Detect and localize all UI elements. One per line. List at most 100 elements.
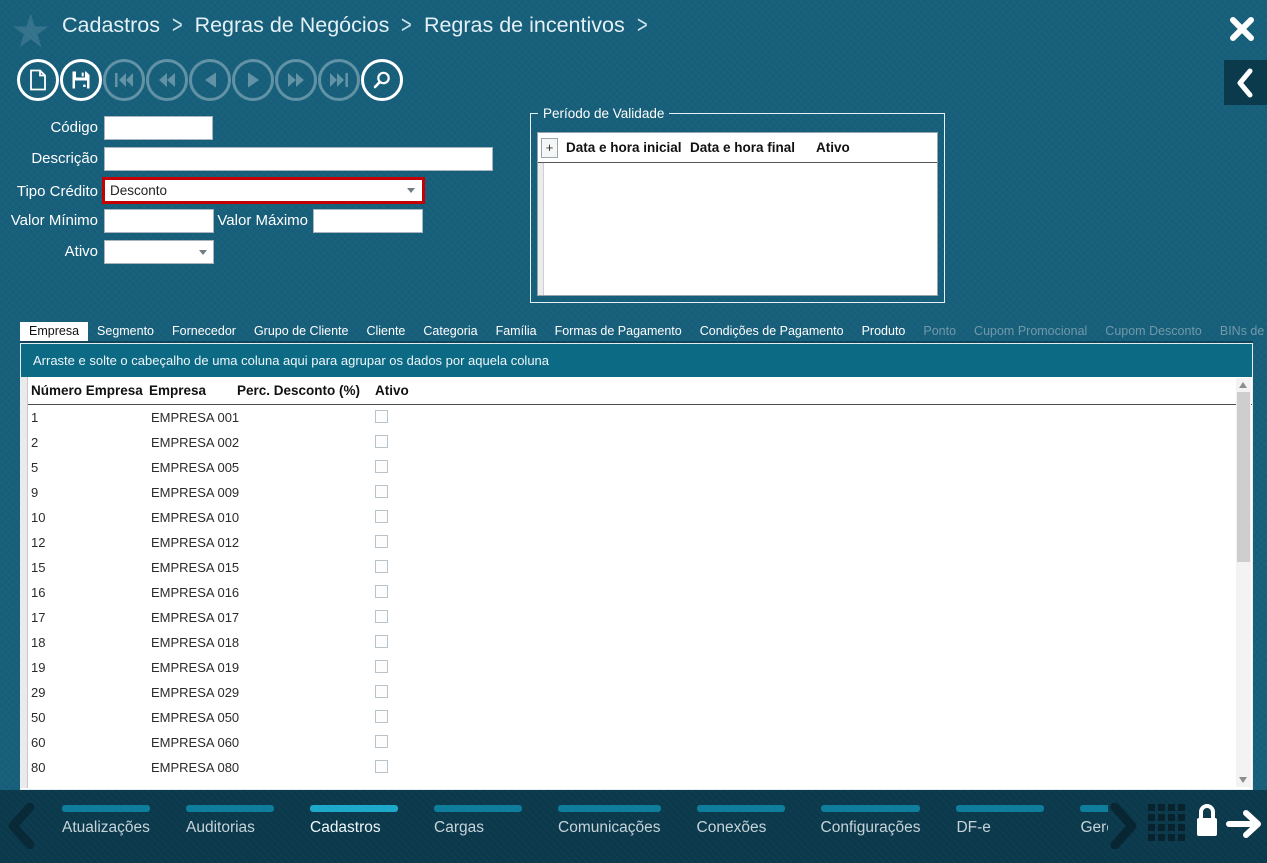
tab[interactable]: Formas de Pagamento — [546, 322, 691, 341]
chevron-right-icon[interactable] — [1108, 802, 1138, 854]
ativo-checkbox[interactable] — [375, 710, 388, 723]
nav-item[interactable]: Conexões — [696, 805, 785, 837]
tab[interactable]: Segmento — [88, 322, 163, 341]
table-row[interactable]: 15 EMPRESA 015 — [21, 555, 1235, 580]
table-row[interactable]: 50 EMPRESA 050 — [21, 705, 1235, 730]
nav-item[interactable]: Auditorias — [186, 805, 274, 837]
form-row: Descrição — [0, 147, 600, 171]
breadcrumb-item[interactable]: Regras de incentivos — [423, 13, 625, 37]
tab[interactable]: Produto — [853, 322, 915, 341]
vertical-scrollbar[interactable] — [1236, 378, 1251, 787]
ativo-checkbox[interactable] — [375, 535, 388, 548]
scroll-down-icon[interactable] — [1239, 777, 1247, 783]
column-header[interactable]: Data e hora inicial — [566, 140, 682, 155]
collapse-panel-button[interactable] — [1224, 60, 1267, 105]
column-header[interactable]: Número Empresa — [31, 383, 143, 398]
nav-item[interactable]: DF-e — [956, 805, 1045, 837]
next-record-icon[interactable] — [232, 59, 274, 101]
ativo-checkbox[interactable] — [375, 685, 388, 698]
search-icon[interactable] — [361, 59, 403, 101]
ativo-checkbox[interactable] — [375, 560, 388, 573]
scroll-up-icon[interactable] — [1239, 382, 1247, 388]
table-row[interactable]: 17 EMPRESA 017 — [21, 605, 1235, 630]
nav-item[interactable]: Cargas — [434, 805, 522, 837]
ativo-checkbox[interactable] — [375, 460, 388, 473]
breadcrumb-item[interactable]: Regras de Negócios — [194, 13, 390, 37]
empresa-cell: EMPRESA 005 — [151, 460, 240, 475]
nav-item[interactable]: Geren — [1080, 805, 1108, 837]
tab[interactable]: Cupom Desconto — [1096, 322, 1211, 341]
table-row[interactable]: 80 EMPRESA 080 — [21, 755, 1235, 780]
nav-item[interactable]: Atualizações — [62, 805, 150, 837]
tab[interactable]: Cupom Promocional — [965, 322, 1096, 341]
add-period-button[interactable]: + — [541, 138, 558, 158]
last-record-icon[interactable] — [318, 59, 360, 101]
lock-icon[interactable] — [1193, 801, 1221, 846]
table-row[interactable]: 16 EMPRESA 016 — [21, 580, 1235, 605]
fast-next-icon[interactable] — [275, 59, 317, 101]
close-icon[interactable] — [1226, 13, 1258, 45]
column-header[interactable]: Ativo — [375, 383, 409, 398]
table-row[interactable]: 9 EMPRESA 009 — [21, 480, 1235, 505]
ativo-checkbox[interactable] — [375, 585, 388, 598]
descricao-field[interactable] — [104, 147, 493, 171]
apps-grid-icon[interactable] — [1148, 804, 1186, 842]
tab-label: Categoria — [423, 324, 478, 338]
numero-empresa-cell: 29 — [31, 685, 46, 700]
ativo-combo[interactable] — [104, 240, 214, 264]
fast-previous-icon[interactable] — [146, 59, 188, 101]
column-header[interactable]: Perc. Desconto (%) — [237, 383, 361, 398]
breadcrumb-item[interactable]: Cadastros — [62, 13, 160, 37]
table-row[interactable]: 10 EMPRESA 010 — [21, 505, 1235, 530]
valor-minimo-field[interactable] — [104, 209, 214, 233]
tipo-credito-combo[interactable]: Desconto — [102, 177, 425, 204]
tab-label: Cliente — [366, 324, 406, 338]
table-row[interactable]: 29 EMPRESA 029 — [21, 680, 1235, 705]
table-row[interactable]: 18 EMPRESA 018 — [21, 630, 1235, 655]
tab[interactable]: Grupo de Cliente — [245, 322, 358, 341]
valor-minimo-label: Valor Mínimo — [10, 212, 98, 229]
nav-item[interactable]: Configurações — [820, 805, 921, 837]
tipo-credito-value: Desconto — [110, 183, 168, 198]
table-row[interactable]: 60 EMPRESA 060 — [21, 730, 1235, 755]
scrollbar-thumb[interactable] — [1237, 392, 1250, 562]
tab[interactable]: Cliente — [357, 322, 414, 341]
column-header[interactable]: Data e hora final — [690, 140, 796, 155]
tab[interactable]: Família — [487, 322, 546, 341]
tab[interactable]: Ponto — [914, 322, 965, 341]
ativo-checkbox[interactable] — [375, 510, 388, 523]
ativo-checkbox[interactable] — [375, 660, 388, 673]
tab[interactable]: BINs de cartões — [1211, 322, 1267, 341]
ativo-checkbox[interactable] — [375, 735, 388, 748]
codigo-field[interactable] — [104, 116, 213, 140]
nav-item[interactable]: Cadastros — [310, 805, 398, 837]
ativo-checkbox[interactable] — [375, 435, 388, 448]
new-document-icon[interactable] — [17, 59, 59, 101]
tab[interactable]: Fornecedor — [163, 322, 245, 341]
table-row[interactable]: 2 EMPRESA 002 — [21, 430, 1235, 455]
ativo-checkbox[interactable] — [375, 410, 388, 423]
ativo-checkbox[interactable] — [375, 635, 388, 648]
valor-maximo-field[interactable] — [313, 209, 423, 233]
ativo-checkbox[interactable] — [375, 610, 388, 623]
table-row[interactable]: 12 EMPRESA 012 — [21, 530, 1235, 555]
column-header[interactable]: Ativo — [816, 140, 850, 155]
save-icon[interactable] — [60, 59, 102, 101]
tab[interactable]: Empresa — [20, 322, 89, 341]
tab[interactable]: Condições de Pagamento — [691, 322, 853, 341]
ativo-checkbox[interactable] — [375, 760, 388, 773]
table-row[interactable]: 19 EMPRESA 019 — [21, 655, 1235, 680]
table-row[interactable]: 1 EMPRESA 001 — [21, 405, 1235, 430]
numero-empresa-cell: 9 — [31, 485, 39, 500]
tab[interactable]: Categoria — [414, 322, 486, 341]
nav-item[interactable]: Comunicações — [558, 805, 661, 837]
column-header[interactable]: Empresa — [149, 383, 207, 398]
first-record-icon[interactable] — [103, 59, 145, 101]
favorite-star-icon[interactable]: ★ — [10, 5, 52, 57]
arrow-right-icon[interactable] — [1226, 807, 1264, 846]
group-by-bar[interactable]: Arraste e solte o cabeçalho de uma colun… — [21, 344, 1252, 377]
table-row[interactable]: 5 EMPRESA 005 — [21, 455, 1235, 480]
ativo-checkbox[interactable] — [375, 485, 388, 498]
chevron-left-icon[interactable] — [6, 802, 36, 854]
previous-record-icon[interactable] — [189, 59, 231, 101]
